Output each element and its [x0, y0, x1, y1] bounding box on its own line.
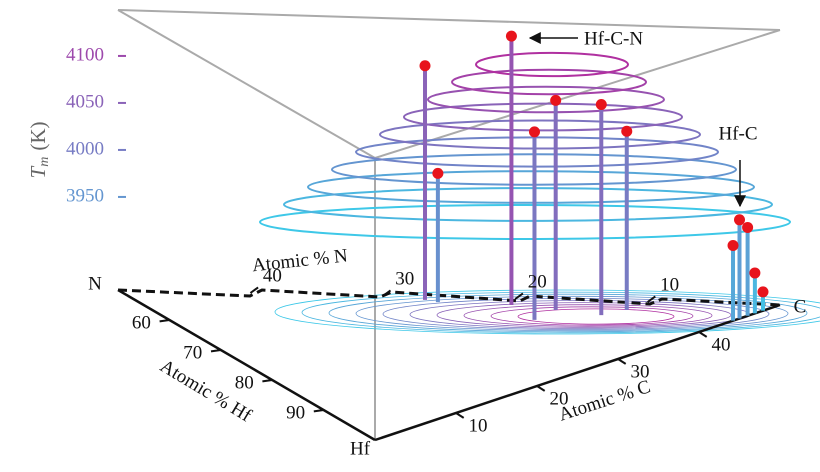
n-axis — [117, 288, 781, 307]
contour-projection — [490, 306, 694, 326]
c-axis — [374, 303, 781, 442]
axis-tick — [159, 319, 170, 323]
point — [419, 60, 431, 72]
hf-axis — [117, 288, 376, 442]
axis-tick — [382, 289, 392, 297]
z-tick-label: 4000 — [66, 138, 104, 159]
axis-tick-label: 90 — [286, 402, 305, 423]
axis-tick — [313, 409, 324, 413]
contour — [475, 51, 629, 78]
axis-tick-label: 20 — [550, 388, 569, 409]
axis-tick-label: 20 — [528, 271, 547, 292]
point — [742, 221, 754, 233]
axis-tick — [698, 331, 708, 338]
contour — [427, 85, 665, 114]
axis-tick — [249, 286, 259, 294]
z-tick-label: 4050 — [66, 91, 104, 112]
axis-tick — [617, 358, 627, 365]
axis-tick-label: 30 — [395, 268, 414, 289]
point — [595, 99, 607, 111]
point — [528, 126, 540, 138]
contour — [451, 68, 647, 96]
z-axis-title: Tm (K) — [26, 122, 52, 179]
axis-tick-label: 30 — [631, 361, 650, 382]
axis-tick-label: 10 — [469, 415, 488, 436]
annotation: Hf-C — [718, 123, 757, 144]
z-symbol: T — [26, 165, 50, 178]
point — [749, 267, 761, 279]
contour-projection — [274, 289, 820, 335]
contour-projection — [355, 295, 789, 332]
axis-tick — [262, 379, 273, 383]
axis-tick-label: 40 — [263, 265, 282, 286]
contour — [307, 170, 755, 204]
point — [550, 94, 562, 106]
frame — [117, 9, 781, 440]
point — [757, 286, 769, 298]
corner-label: C — [794, 296, 807, 317]
z-subscript: m — [37, 157, 52, 167]
z-unit: (K) — [26, 122, 50, 151]
axis-tick — [536, 385, 546, 392]
point — [432, 167, 444, 179]
contour — [355, 136, 719, 168]
contour — [283, 187, 773, 222]
point — [505, 30, 517, 42]
axis-tick-label: 60 — [132, 312, 151, 333]
contour-projection — [301, 291, 820, 334]
axis-tick — [514, 292, 524, 300]
axis-tick-label: 40 — [712, 334, 731, 355]
axis-tick — [455, 412, 465, 419]
axis-tick-label: 10 — [660, 274, 679, 295]
corner-label: Hf — [350, 438, 371, 459]
contour-projection — [517, 308, 675, 325]
contour-projection — [436, 302, 732, 328]
z-tick-label: 3950 — [66, 185, 104, 206]
axis-title: Atomic % C — [556, 376, 653, 425]
point — [621, 125, 633, 137]
corner-label: N — [88, 273, 102, 294]
point — [727, 239, 739, 251]
annotation: Hf-C-N — [584, 28, 643, 49]
contour — [259, 204, 791, 240]
axis-tick — [647, 295, 656, 303]
contour-projection — [463, 304, 713, 327]
axis-tick-label: 70 — [183, 342, 202, 363]
point — [734, 214, 745, 226]
z-tick-label: 4100 — [66, 44, 104, 65]
axis-tick-label: 80 — [235, 372, 254, 393]
contour — [379, 119, 701, 150]
contour — [403, 102, 683, 132]
axis-tick — [210, 349, 221, 353]
contour-projection — [328, 293, 808, 333]
